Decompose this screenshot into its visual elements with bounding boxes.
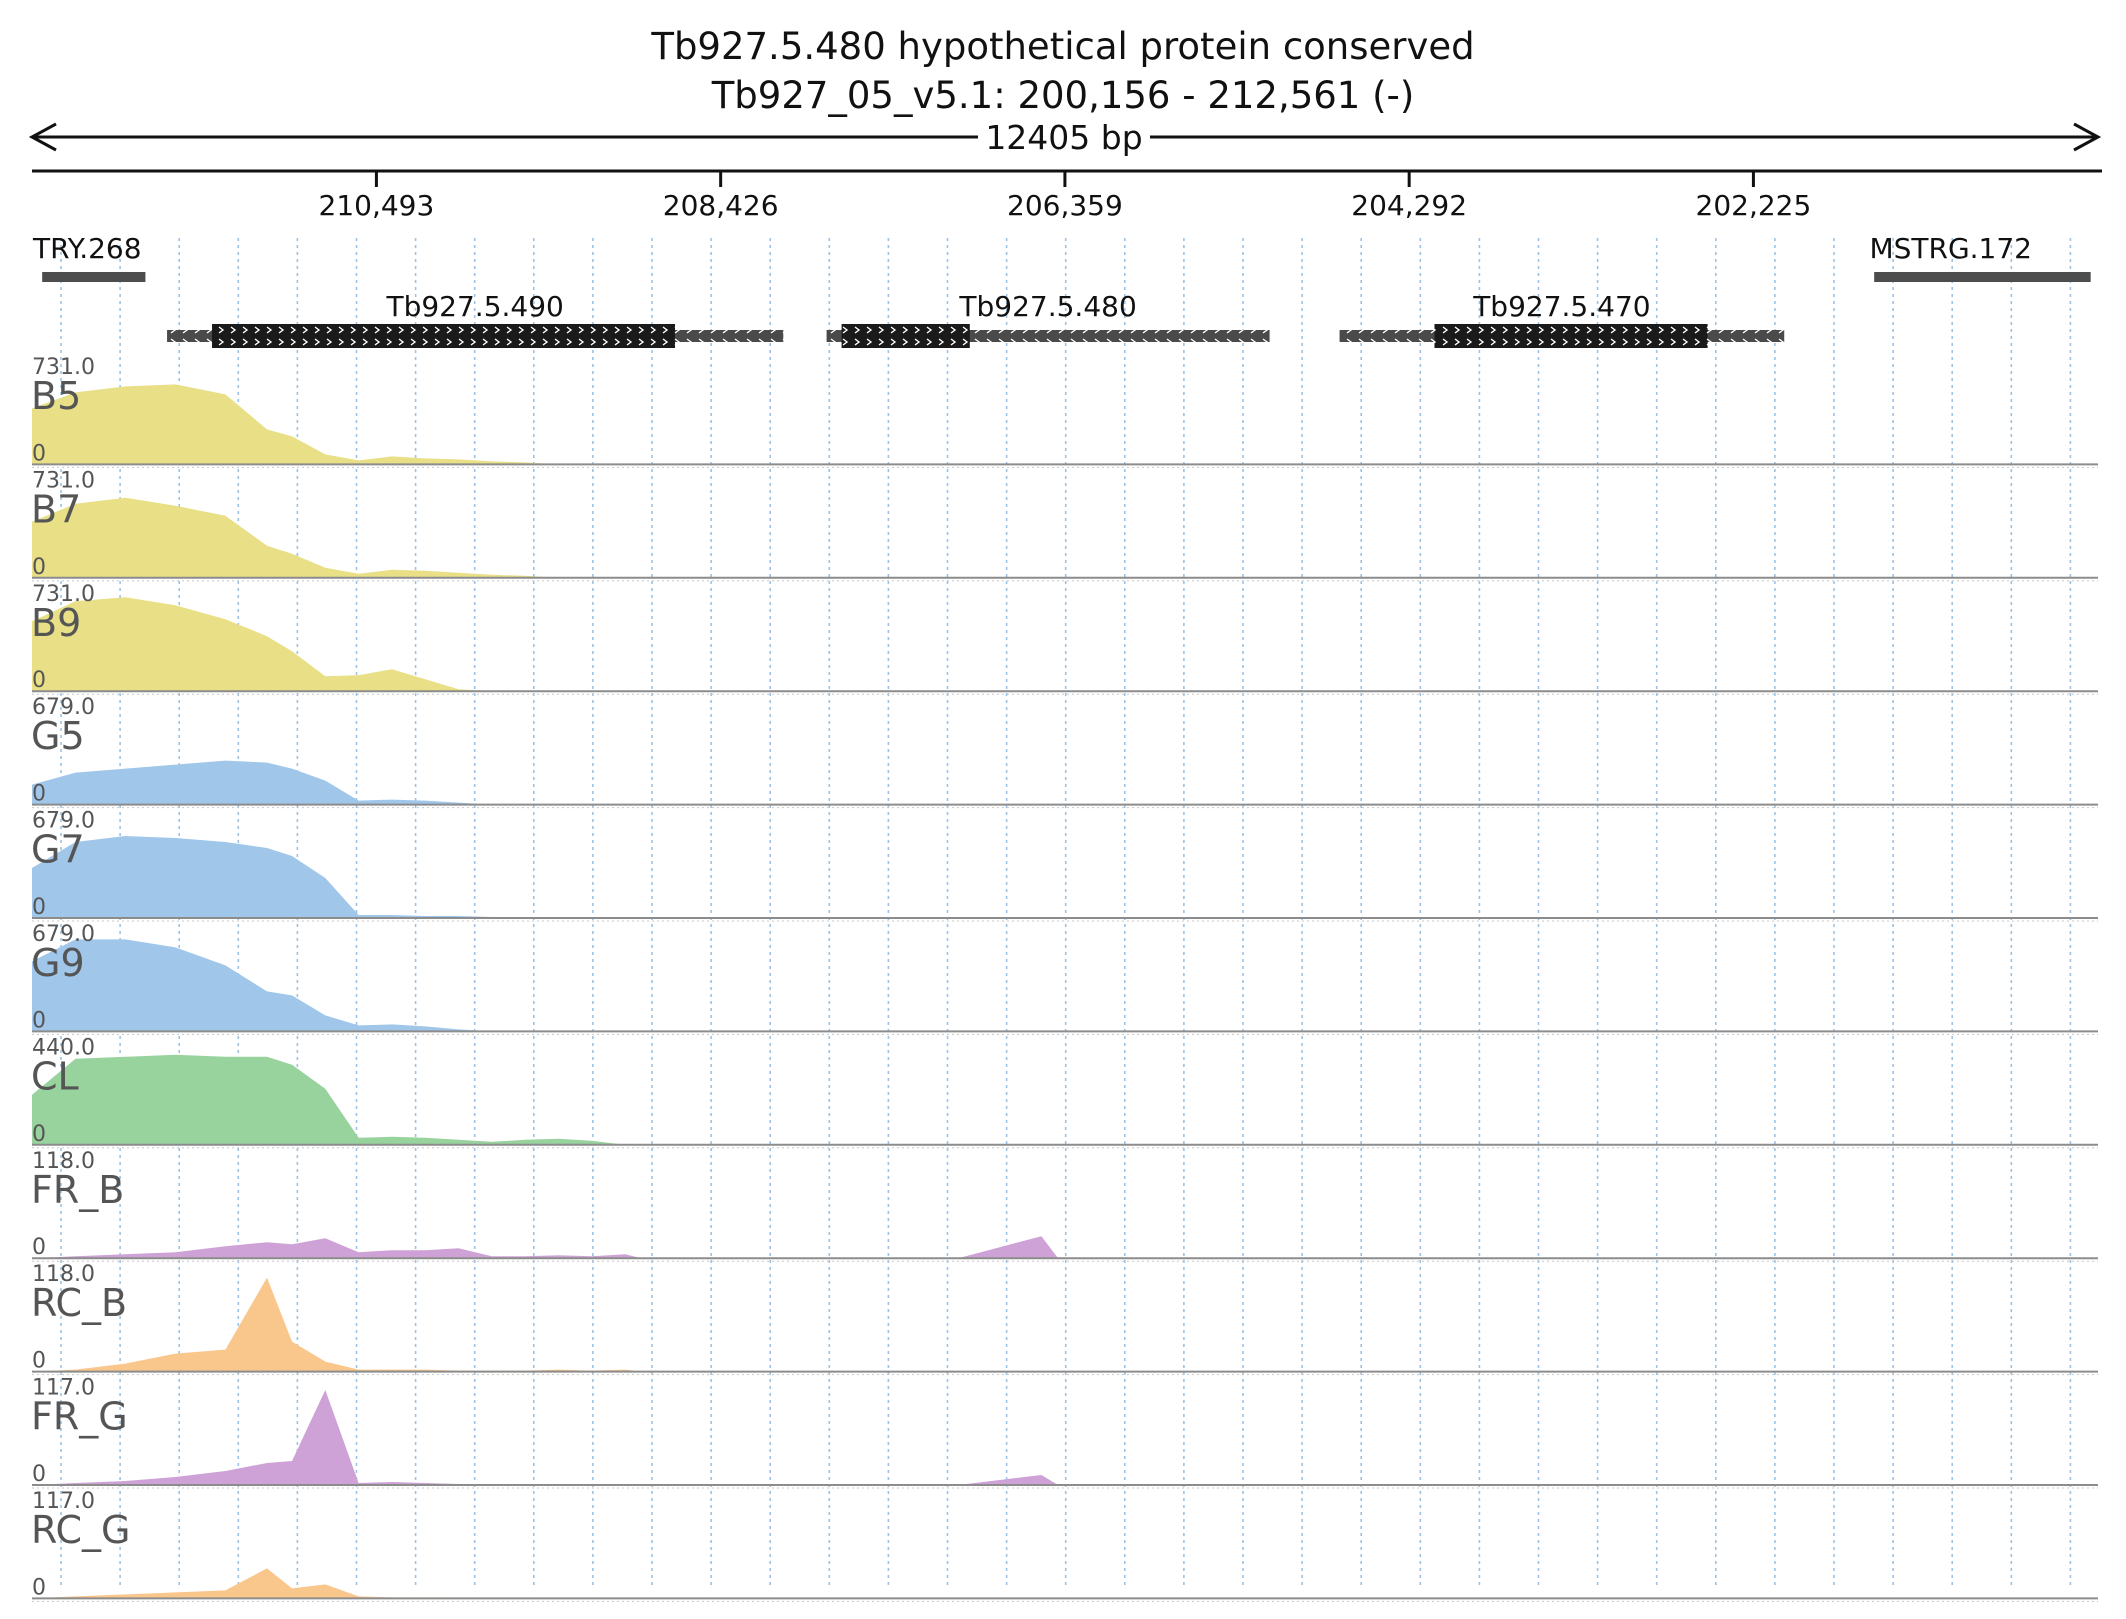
coverage-track: 440.0CL 0 (31, 1035, 2098, 1149)
track-name-label: G9 (31, 941, 85, 985)
track-min-label: 0 (32, 1349, 46, 1374)
track-name-label: B9 (31, 601, 81, 645)
track-max-label: 117.0 (32, 1489, 95, 1514)
coordinate-axis: 210,493 208,426 206,359 204,292 202,225 (32, 169, 2102, 222)
track-name-label: RC_G (31, 1508, 131, 1552)
coverage-track: 679.0G9 0 (31, 922, 2098, 1035)
track-max-label: 731.0 (32, 582, 95, 607)
axis-tick-label: 206,359 (1007, 189, 1123, 222)
track-min-label: 0 (32, 1575, 46, 1600)
left-arrow-icon (28, 122, 57, 152)
feature-label: TRY.268 (32, 232, 142, 265)
coverage-area (32, 1390, 2098, 1485)
track-name-label: B5 (31, 374, 81, 418)
coverage-track: 679.0G7 0 (31, 809, 2098, 922)
gene-cds-bar (841, 324, 970, 348)
feature-bar (1874, 272, 2091, 282)
coverage-area (32, 384, 2098, 465)
gene-label: Tb927.5.490 (385, 290, 563, 323)
track-max-label: 731.0 (32, 355, 95, 380)
span-label: 12405 bp (985, 118, 1142, 157)
track-name-label: FR_B (31, 1168, 124, 1212)
track-min-label: 0 (32, 555, 46, 580)
track-min-label: 0 (32, 668, 46, 693)
track-max-label: 440.0 (32, 1035, 95, 1060)
coverage-track: 117.0RC_G 0 (31, 1489, 2098, 1602)
right-arrow-icon (2073, 122, 2102, 152)
track-max-label: 731.0 (32, 468, 95, 493)
track-min-label: 0 (32, 1235, 46, 1260)
track-name-label: RC_B (31, 1281, 127, 1325)
track-max-label: 118.0 (32, 1149, 95, 1174)
coverage-track: 731.0B5 0 (31, 355, 2098, 468)
track-min-label: 0 (32, 782, 46, 807)
track-min-label: 0 (32, 1462, 46, 1487)
track-name-label: FR_G (31, 1395, 128, 1439)
coverage-area (32, 1054, 2098, 1145)
coverage-track: 731.0B7 0 (31, 468, 2098, 582)
gene-label: Tb927.5.470 (1472, 290, 1650, 323)
coverage-tracks: 731.0B50731.0B70731.0B90679.0G50679.0G70… (31, 355, 2098, 1602)
coverage-area (32, 1277, 2098, 1372)
track-min-label: 0 (32, 895, 46, 920)
coverage-track: 118.0RC_B 0 (31, 1262, 2098, 1376)
coverage-area (32, 1236, 2098, 1259)
coverage-track: 731.0B9 0 (31, 582, 2098, 695)
track-min-label: 0 (32, 1122, 46, 1147)
grid-layer (60, 238, 2072, 1585)
coverage-track: 117.0FR_G 0 (31, 1376, 2098, 1489)
track-name-label: CL (31, 1054, 79, 1098)
coverage-area (32, 760, 2098, 805)
track-min-label: 0 (32, 441, 46, 466)
feature-bar (42, 272, 146, 282)
gene-cds-bar (212, 324, 676, 348)
axis-tick-label: 204,292 (1351, 189, 1467, 222)
coverage-area (32, 836, 2098, 918)
feature-track: TRY.268 MSTRG.172 (32, 232, 2091, 282)
axis-tick-label: 208,426 (663, 189, 779, 222)
track-min-label: 0 (32, 1008, 46, 1033)
gene-title: Tb927.5.480 hypothetical protein conserv… (650, 25, 1474, 68)
track-name-label: G5 (31, 714, 85, 758)
region-subtitle: Tb927_05_v5.1: 200,156 - 212,561 (-) (711, 74, 1415, 117)
track-max-label: 679.0 (32, 922, 95, 947)
coverage-area (32, 497, 2098, 578)
axis-tick-label: 210,493 (319, 189, 435, 222)
track-max-label: 679.0 (32, 809, 95, 834)
track-max-label: 117.0 (32, 1376, 95, 1401)
gene-track: Tb927.5.490 Tb927.5.480 Tb927.5.470 (167, 290, 1785, 348)
coverage-track: 118.0FR_B 0 (31, 1149, 2098, 1262)
coverage-track: 679.0G5 0 (31, 695, 2098, 809)
span-ruler: 12405 bp (28, 118, 2102, 157)
coverage-area (32, 1568, 2098, 1599)
track-name-label: B7 (31, 487, 81, 531)
gene-cds-bar (1434, 324, 1708, 348)
axis-tick-label: 202,225 (1696, 189, 1812, 222)
coverage-area (32, 597, 2098, 692)
track-name-label: G7 (31, 828, 85, 872)
coverage-area (32, 939, 2098, 1032)
track-max-label: 118.0 (32, 1262, 95, 1287)
gene-label: Tb927.5.480 (958, 290, 1136, 323)
track-max-label: 679.0 (32, 695, 95, 720)
feature-label: MSTRG.172 (1869, 232, 2032, 265)
